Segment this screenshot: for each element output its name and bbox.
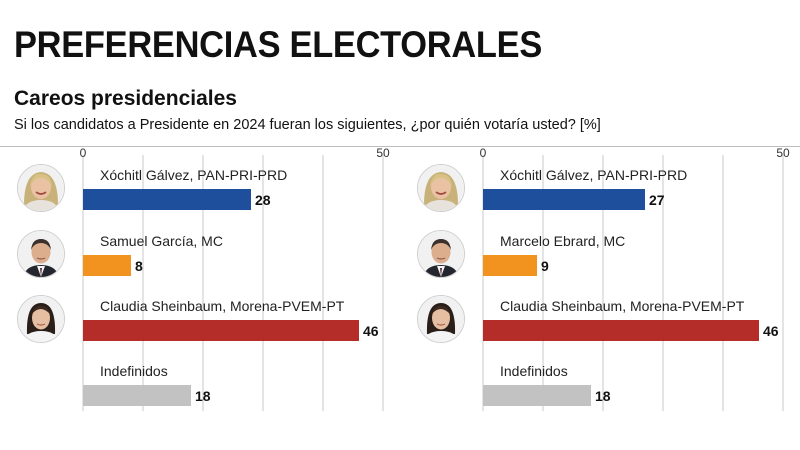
x-tick-label: 50 [776,147,790,160]
candidate-label: Xóchitl Gálvez, PAN-PRI-PRD [500,167,687,183]
value-label: 46 [763,323,779,339]
value-label: 46 [363,323,379,339]
bar-chart-svg: 0 50 Xóchitl Gálvez, PAN-PRI-PRD 28 Samuel G… [80,147,390,411]
woman-smiling-avatar [417,164,465,212]
bar [483,385,591,406]
value-label: 18 [195,388,211,404]
chart-panel-right: 0 50 Xóchitl Gálvez, PAN-PRI-PRD 27 Marcelo … [400,147,800,450]
man-avatar [417,230,465,278]
x-tick-label: 50 [376,147,390,160]
woman-avatar [17,295,65,343]
survey-question: Si los candidatos a Presidente en 2024 f… [14,117,601,133]
page-title: PREFERENCIAS ELECTORALES [14,24,543,65]
bar [83,385,191,406]
bar [483,255,537,276]
bar [483,320,759,341]
candidate-label: Claudia Sheinbaum, Morena-PVEM-PT [500,298,745,314]
woman-avatar [417,295,465,343]
bar [483,189,645,210]
woman-smiling-avatar [17,164,65,212]
chart-panel-left: 0 50 Xóchitl Gálvez, PAN-PRI-PRD 28 Samuel G… [0,147,400,450]
value-label: 18 [595,388,611,404]
candidate-label: Samuel García, MC [100,233,223,249]
candidate-label: Xóchitl Gálvez, PAN-PRI-PRD [100,167,287,183]
bar [83,320,359,341]
candidate-label: Indefinidos [500,363,568,379]
value-label: 8 [135,258,143,274]
x-tick-label: 0 [480,147,487,160]
header-divider [0,146,800,147]
candidate-label: Claudia Sheinbaum, Morena-PVEM-PT [100,298,345,314]
x-tick-label: 0 [80,147,87,160]
candidate-label: Indefinidos [100,363,168,379]
bar [83,255,131,276]
chart-subtitle: Careos presidenciales [14,87,237,110]
value-label: 27 [649,192,665,208]
candidate-label: Marcelo Ebrard, MC [500,233,625,249]
bar [83,189,251,210]
bar-chart-svg: 0 50 Xóchitl Gálvez, PAN-PRI-PRD 27 Marcelo … [480,147,790,411]
value-label: 28 [255,192,271,208]
value-label: 9 [541,258,549,274]
man-avatar [17,230,65,278]
